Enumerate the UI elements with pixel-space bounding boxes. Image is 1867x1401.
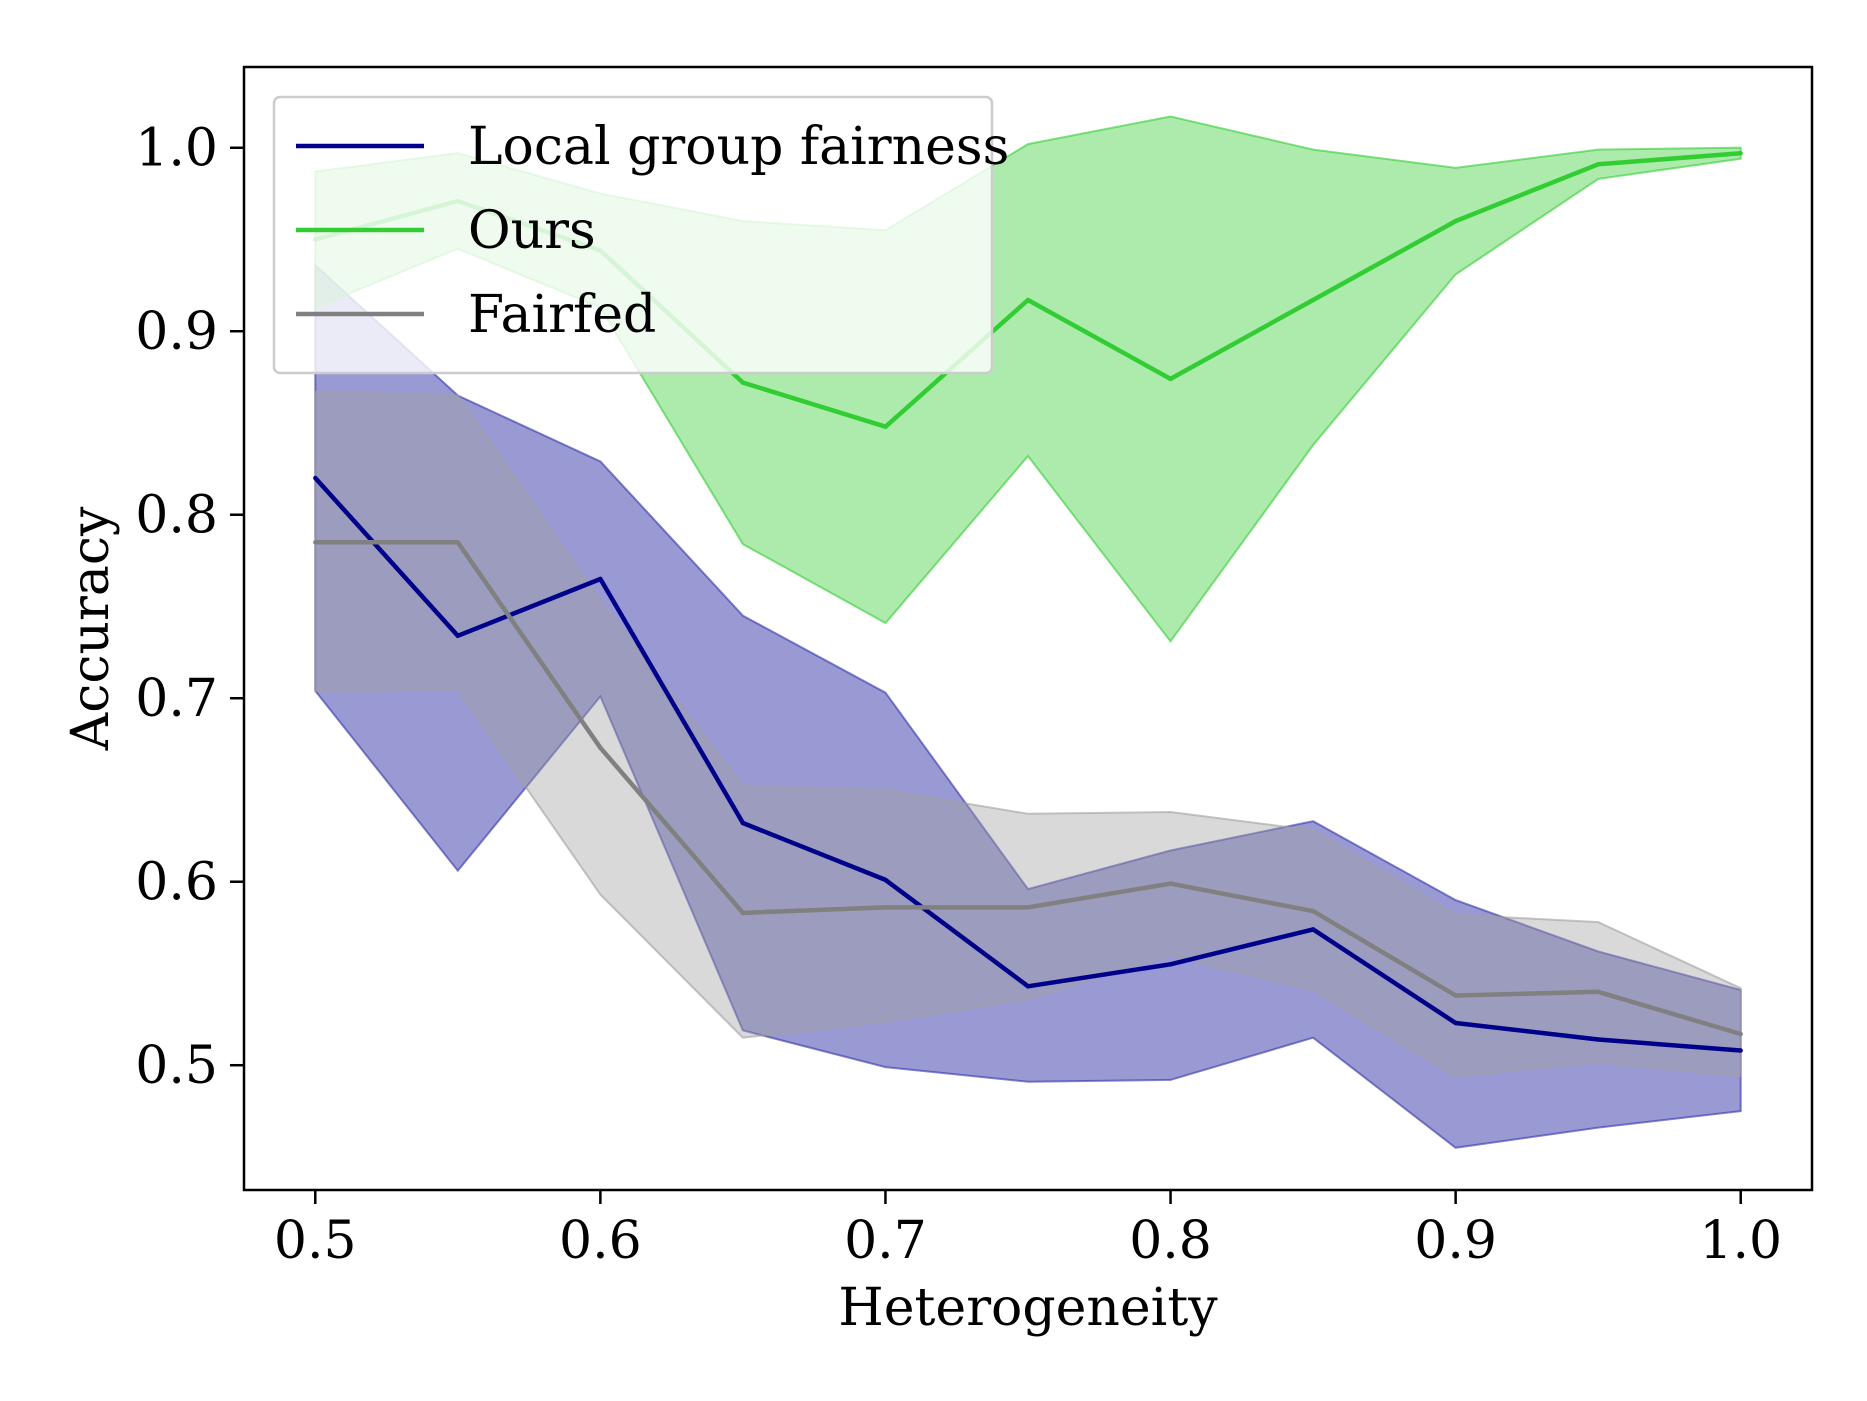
- point-fairfed: [740, 910, 746, 916]
- point-ours: [1025, 297, 1031, 303]
- plot-frame: [242, 65, 1814, 1192]
- point-fairfed: [1168, 881, 1173, 886]
- point-ours: [1168, 376, 1173, 382]
- legend-box: [272, 95, 994, 375]
- point-local-group-fairness: [1738, 1048, 1743, 1053]
- y-axis-label: Accuracy: [61, 506, 121, 751]
- legend-label-fairfed: Fairfed: [468, 285, 656, 345]
- point-fairfed: [1738, 1031, 1743, 1037]
- legend-label-local-group-fairness: Local group fairness: [468, 117, 1009, 177]
- x-tick-label: 0.6: [559, 1211, 642, 1271]
- y-axis-ticks: 0.5 0.6 0.7 0.8 0.9 1.0: [135, 119, 244, 1096]
- y-tick-label: 0.9: [135, 302, 218, 362]
- x-axis-label: Heterogeneity: [838, 1278, 1218, 1338]
- point-local-group-fairness: [1168, 962, 1173, 967]
- point-fairfed: [598, 745, 603, 750]
- point-ours: [740, 380, 746, 385]
- y-tick-label: 0.8: [135, 486, 218, 546]
- point-ours: [1738, 151, 1743, 156]
- point-local-group-fairness: [883, 877, 888, 883]
- point-local-group-fairness: [455, 633, 460, 638]
- legend: Local group fairness Ours Fairfed: [272, 95, 1009, 375]
- x-tick-label: 0.8: [1129, 1211, 1212, 1271]
- y-tick-label: 1.0: [135, 119, 218, 179]
- point-fairfed: [313, 540, 318, 545]
- x-tick-label: 0.5: [274, 1211, 357, 1271]
- point-fairfed: [1025, 905, 1031, 910]
- point-local-group-fairness: [1310, 927, 1316, 932]
- x-axis-ticks: 0.5 0.6 0.7 0.8 0.9 1.0: [274, 1190, 1782, 1271]
- point-ours: [1310, 297, 1316, 303]
- point-ours: [883, 424, 888, 429]
- point-fairfed: [1596, 989, 1601, 994]
- y-tick-label: 0.6: [135, 853, 218, 913]
- band-fairfed: [314, 390, 1742, 1078]
- y-tick-label: 0.5: [135, 1036, 218, 1096]
- x-tick-label: 1.0: [1699, 1211, 1782, 1271]
- point-local-group-fairness: [740, 820, 746, 826]
- point-local-group-fairness: [1453, 1020, 1458, 1026]
- point-local-group-fairness: [598, 576, 603, 582]
- point-local-group-fairness: [1596, 1037, 1601, 1042]
- legend-label-ours: Ours: [468, 201, 596, 261]
- point-ours: [1596, 162, 1601, 167]
- point-fairfed: [455, 540, 460, 545]
- point-ours: [1453, 218, 1458, 224]
- point-local-group-fairness: [313, 475, 318, 481]
- x-tick-label: 0.7: [844, 1211, 927, 1271]
- point-local-group-fairness: [1025, 984, 1031, 989]
- band-local-group-fairness: [314, 262, 1742, 1149]
- point-fairfed: [1453, 993, 1458, 998]
- x-tick-label: 0.9: [1414, 1211, 1497, 1271]
- point-fairfed: [1310, 908, 1316, 914]
- y-tick-label: 0.7: [135, 669, 218, 729]
- point-fairfed: [883, 905, 888, 910]
